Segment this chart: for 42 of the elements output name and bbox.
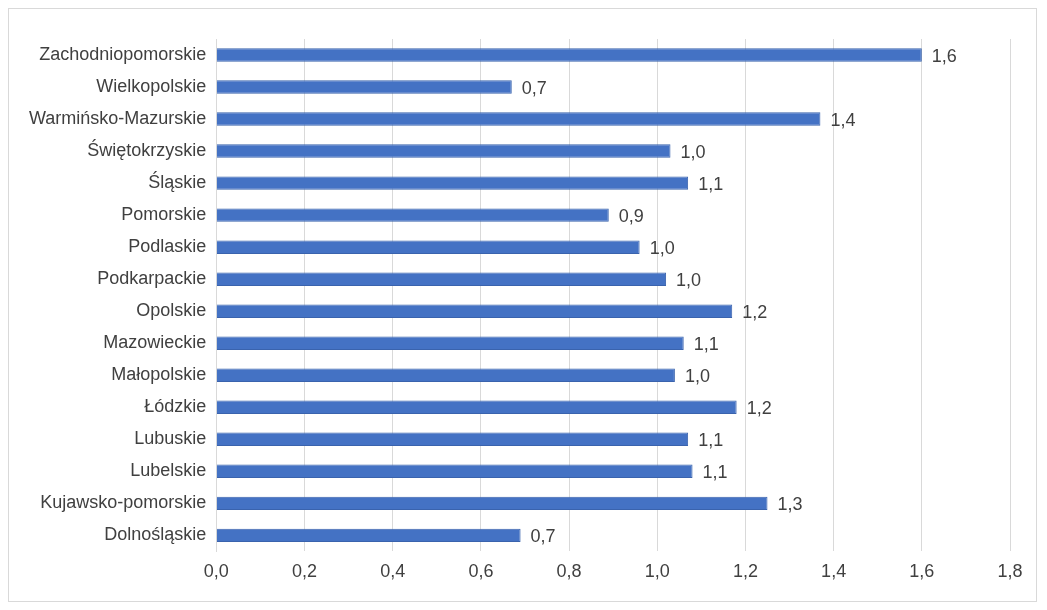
data-label: 1,2 (742, 302, 768, 323)
x-tick-label: 1,2 (732, 561, 758, 582)
data-label: 0,7 (530, 526, 556, 547)
x-tick-label: 0,2 (292, 561, 318, 582)
y-tick-label: Łódzkie (144, 396, 207, 417)
data-label: 1,1 (698, 430, 724, 451)
x-tick-label: 0,4 (380, 561, 406, 582)
data-label: 1,4 (830, 110, 856, 131)
y-tick-label: Opolskie (136, 300, 207, 321)
y-tick-label: Świętokrzyskie (87, 139, 207, 161)
y-tick-label: Śląskie (148, 171, 207, 193)
y-tick-label: Pomorskie (121, 204, 207, 225)
x-tick-label: 0,0 (203, 561, 229, 582)
x-tick-label: 0,8 (556, 561, 582, 582)
data-label: 1,2 (746, 398, 772, 419)
data-label: 1,1 (693, 334, 719, 355)
data-label: 1,1 (702, 462, 728, 483)
y-tick-label: Podkarpackie (97, 268, 207, 289)
y-tick-label: Zachodniopomorskie (39, 43, 207, 64)
data-label: 1,0 (684, 366, 710, 387)
data-label: 1,3 (777, 494, 803, 515)
y-tick-label: Mazowieckie (103, 332, 207, 353)
data-label: 1,1 (698, 174, 724, 195)
data-label: 1,0 (680, 142, 706, 163)
x-tick-label: 0,6 (468, 561, 494, 582)
x-tick-label: 1,8 (997, 561, 1023, 582)
y-tick-label: Wielkopolskie (96, 76, 207, 97)
y-tick-label: Kujawsko-pomorskie (40, 492, 207, 513)
data-label: 1,6 (931, 45, 957, 66)
data-label: 0,7 (521, 78, 547, 99)
x-tick-label: 1,4 (821, 561, 847, 582)
y-tick-label: Warmińsko-Mazurskie (29, 108, 207, 129)
y-tick-label: Podlaskie (128, 236, 207, 257)
data-label: 1,0 (676, 270, 702, 291)
y-tick-label: Dolnośląskie (104, 524, 207, 545)
y-tick-label: Małopolskie (111, 364, 207, 385)
data-label: 1,0 (649, 238, 675, 259)
y-tick-label: Lubelskie (130, 460, 207, 481)
y-tick-label: Lubuskie (134, 428, 207, 449)
x-tick-label: 1,6 (909, 561, 935, 582)
data-label: 0,9 (618, 206, 644, 227)
x-tick-label: 1,0 (644, 561, 670, 582)
